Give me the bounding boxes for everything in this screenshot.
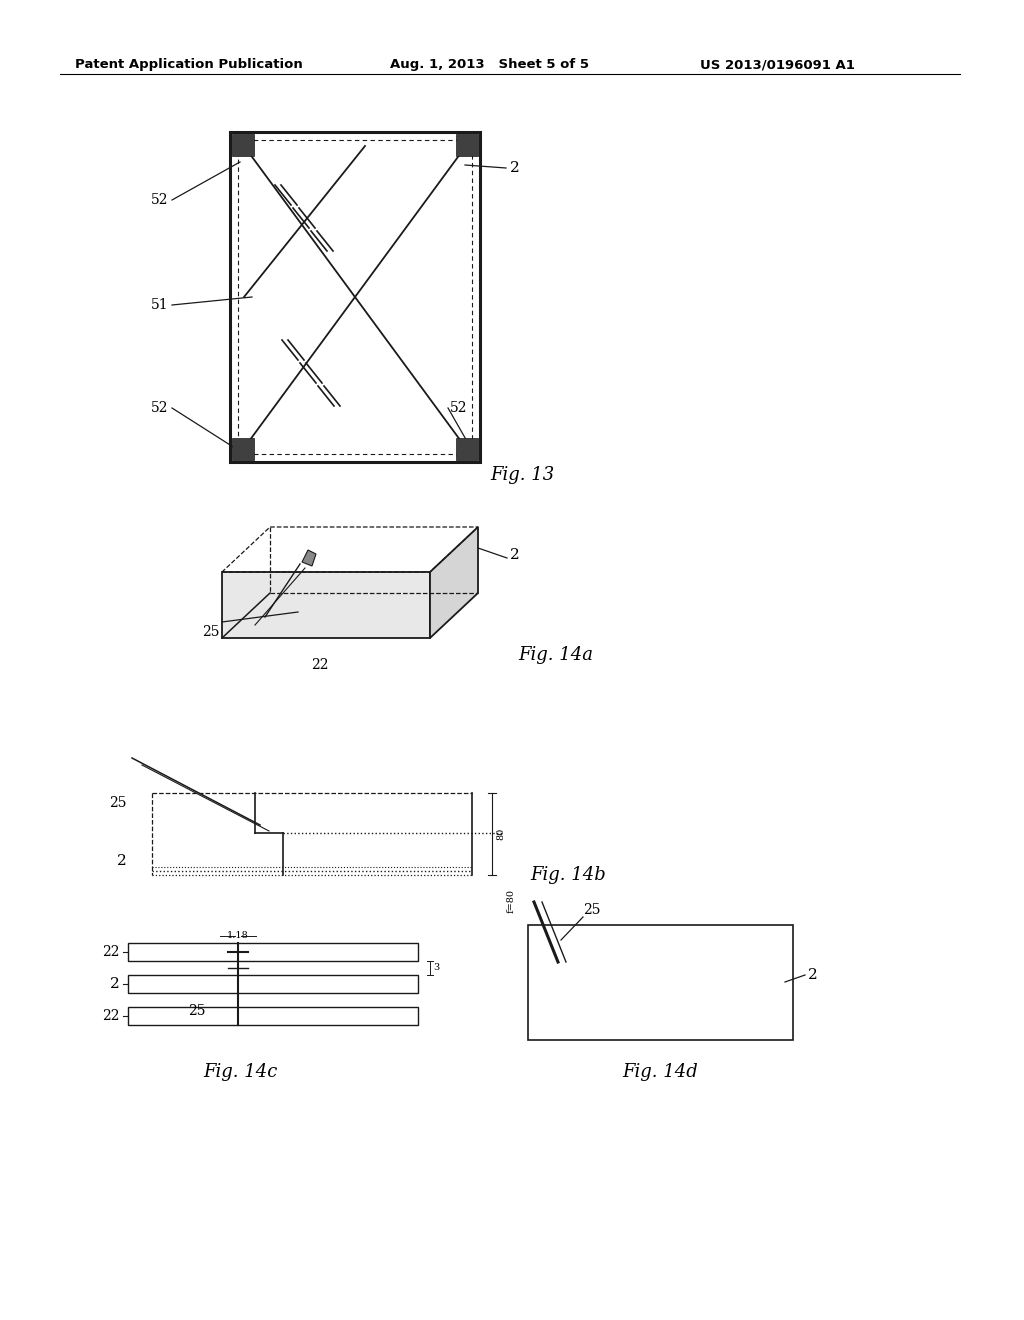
Text: 3: 3 [433,964,439,973]
Bar [456,438,478,459]
Text: Aug. 1, 2013   Sheet 5 of 5: Aug. 1, 2013 Sheet 5 of 5 [390,58,589,71]
Text: 51: 51 [151,298,168,312]
Text: 2: 2 [510,161,520,176]
Text: f=80: f=80 [507,888,516,913]
Polygon shape [430,527,478,638]
Text: 2: 2 [111,977,120,991]
Text: 2: 2 [118,854,127,869]
Text: 22: 22 [102,945,120,960]
Text: 52: 52 [450,401,468,414]
Text: 52: 52 [151,401,168,414]
Bar [128,942,418,961]
Text: Fig. 14b: Fig. 14b [530,866,606,884]
Text: 1.18: 1.18 [227,931,249,940]
Text: 2: 2 [510,548,520,562]
Text: 22: 22 [102,1008,120,1023]
Bar [238,140,472,454]
Text: 80: 80 [496,828,505,840]
Bar [528,925,793,1040]
Bar [232,135,254,156]
Bar [230,132,480,462]
Polygon shape [222,572,430,638]
Text: US 2013/0196091 A1: US 2013/0196091 A1 [700,58,855,71]
Bar [232,438,254,459]
Text: 22: 22 [311,657,329,672]
Text: 25: 25 [203,624,220,639]
Text: Patent Application Publication: Patent Application Publication [75,58,303,71]
Text: Fig. 14c: Fig. 14c [203,1063,278,1081]
Bar [456,135,478,156]
Text: Fig. 14d: Fig. 14d [623,1063,698,1081]
Text: 2: 2 [808,968,818,982]
Polygon shape [302,550,316,566]
Text: 52: 52 [151,193,168,207]
Text: Fig. 14a: Fig. 14a [518,645,593,664]
Text: 25: 25 [188,1005,206,1018]
Bar [128,975,418,993]
Text: 25: 25 [110,796,127,810]
Text: 25: 25 [583,903,600,917]
Bar [128,1007,418,1026]
Text: Fig. 13: Fig. 13 [490,466,554,484]
